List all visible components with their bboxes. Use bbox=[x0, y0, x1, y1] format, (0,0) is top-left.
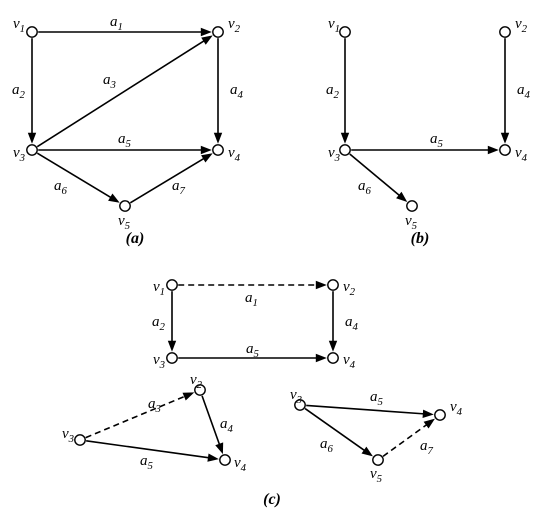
node-label: v5 bbox=[370, 466, 383, 485]
arrowhead bbox=[423, 410, 434, 418]
panel-caption-c3: (c) bbox=[263, 491, 281, 508]
edge-label: a5 bbox=[140, 453, 154, 472]
arrowhead bbox=[215, 442, 223, 454]
edge-v3-v5 bbox=[305, 409, 368, 453]
edge-label: a3 bbox=[103, 72, 117, 91]
arrowhead bbox=[168, 341, 176, 352]
edge-label: a5 bbox=[430, 131, 444, 150]
node-v1 bbox=[340, 27, 350, 37]
edge-label: a4 bbox=[230, 82, 244, 101]
node-label: v3 bbox=[62, 426, 75, 445]
node-v2 bbox=[500, 27, 510, 37]
node-v3 bbox=[27, 145, 37, 155]
node-v3 bbox=[167, 353, 177, 363]
edge-label: a2 bbox=[12, 82, 26, 101]
node-label: v2 bbox=[228, 16, 241, 35]
node-label: v4 bbox=[234, 455, 247, 474]
edge-v3-v4 bbox=[306, 405, 428, 414]
edge-label: a6 bbox=[358, 178, 372, 197]
edge-label: a6 bbox=[320, 436, 334, 455]
arrowhead bbox=[362, 447, 373, 457]
node-v5 bbox=[407, 201, 417, 211]
arrowhead bbox=[201, 28, 212, 36]
edge-label: a7 bbox=[420, 438, 434, 457]
arrowhead bbox=[201, 146, 212, 154]
edge-label: a4 bbox=[220, 416, 234, 435]
edge-label: a2 bbox=[152, 314, 166, 333]
arrowhead bbox=[201, 153, 213, 162]
edge-label: a4 bbox=[345, 314, 359, 333]
edge-v2-v4 bbox=[202, 396, 221, 449]
node-label: v1 bbox=[328, 16, 340, 35]
arrowhead bbox=[214, 133, 222, 144]
edge-label: a5 bbox=[370, 389, 384, 408]
node-v4 bbox=[220, 455, 230, 465]
node-v4 bbox=[213, 145, 223, 155]
node-v1 bbox=[167, 280, 177, 290]
node-label: v3 bbox=[13, 145, 26, 164]
node-label: v1 bbox=[153, 279, 165, 298]
edge-label: a4 bbox=[517, 82, 531, 101]
node-label: v4 bbox=[450, 399, 463, 418]
edge-v3-v4 bbox=[86, 441, 213, 458]
node-label: v2 bbox=[343, 279, 356, 298]
node-label: v1 bbox=[13, 16, 25, 35]
arrowhead bbox=[108, 194, 120, 203]
node-label: v4 bbox=[343, 352, 356, 371]
arrowhead bbox=[424, 419, 435, 429]
edge-label: a1 bbox=[245, 290, 258, 309]
panel-caption-b: (b) bbox=[411, 230, 430, 247]
panel-caption-a: (a) bbox=[126, 230, 145, 247]
node-label: v3 bbox=[328, 145, 341, 164]
node-v5 bbox=[373, 455, 383, 465]
node-label: v2 bbox=[515, 16, 528, 35]
edge-label: a6 bbox=[54, 178, 68, 197]
arrowhead bbox=[316, 354, 327, 362]
node-v5 bbox=[120, 201, 130, 211]
node-v4 bbox=[435, 410, 445, 420]
edge-label: a5 bbox=[118, 131, 132, 150]
arrowhead bbox=[488, 146, 499, 154]
node-v1 bbox=[27, 27, 37, 37]
node-label: v4 bbox=[228, 145, 241, 164]
edge-label: a5 bbox=[246, 341, 260, 360]
arrowhead bbox=[207, 453, 218, 461]
edge-label: a2 bbox=[326, 82, 340, 101]
arrowhead bbox=[28, 133, 36, 144]
node-v2 bbox=[213, 27, 223, 37]
node-v4 bbox=[328, 353, 338, 363]
node-v2 bbox=[328, 280, 338, 290]
arrowhead bbox=[316, 281, 327, 289]
arrowhead bbox=[183, 392, 195, 400]
node-label: v3 bbox=[290, 387, 303, 406]
node-label: v2 bbox=[190, 372, 203, 391]
node-v3 bbox=[75, 435, 85, 445]
edge-label: a7 bbox=[172, 178, 186, 197]
node-label: v4 bbox=[515, 145, 528, 164]
arrowhead bbox=[329, 341, 337, 352]
arrowhead bbox=[341, 133, 349, 144]
node-v4 bbox=[500, 145, 510, 155]
graph-diagram: a1 a2 a3 a4 a5 a6 a7 v1 v2 v3 v4 v5 (a) a2 a4 a5 a6 v1 v2 v… bbox=[0, 0, 559, 515]
node-label: v3 bbox=[153, 352, 166, 371]
edge-label: a3 bbox=[148, 396, 162, 415]
edge-v3-v2 bbox=[86, 395, 189, 438]
node-v3 bbox=[340, 145, 350, 155]
edge-label: a1 bbox=[110, 14, 123, 33]
arrowhead bbox=[501, 133, 509, 144]
arrowhead bbox=[201, 35, 213, 44]
edge-v3-v5 bbox=[37, 153, 114, 199]
edge-v5-v4 bbox=[130, 156, 207, 202]
